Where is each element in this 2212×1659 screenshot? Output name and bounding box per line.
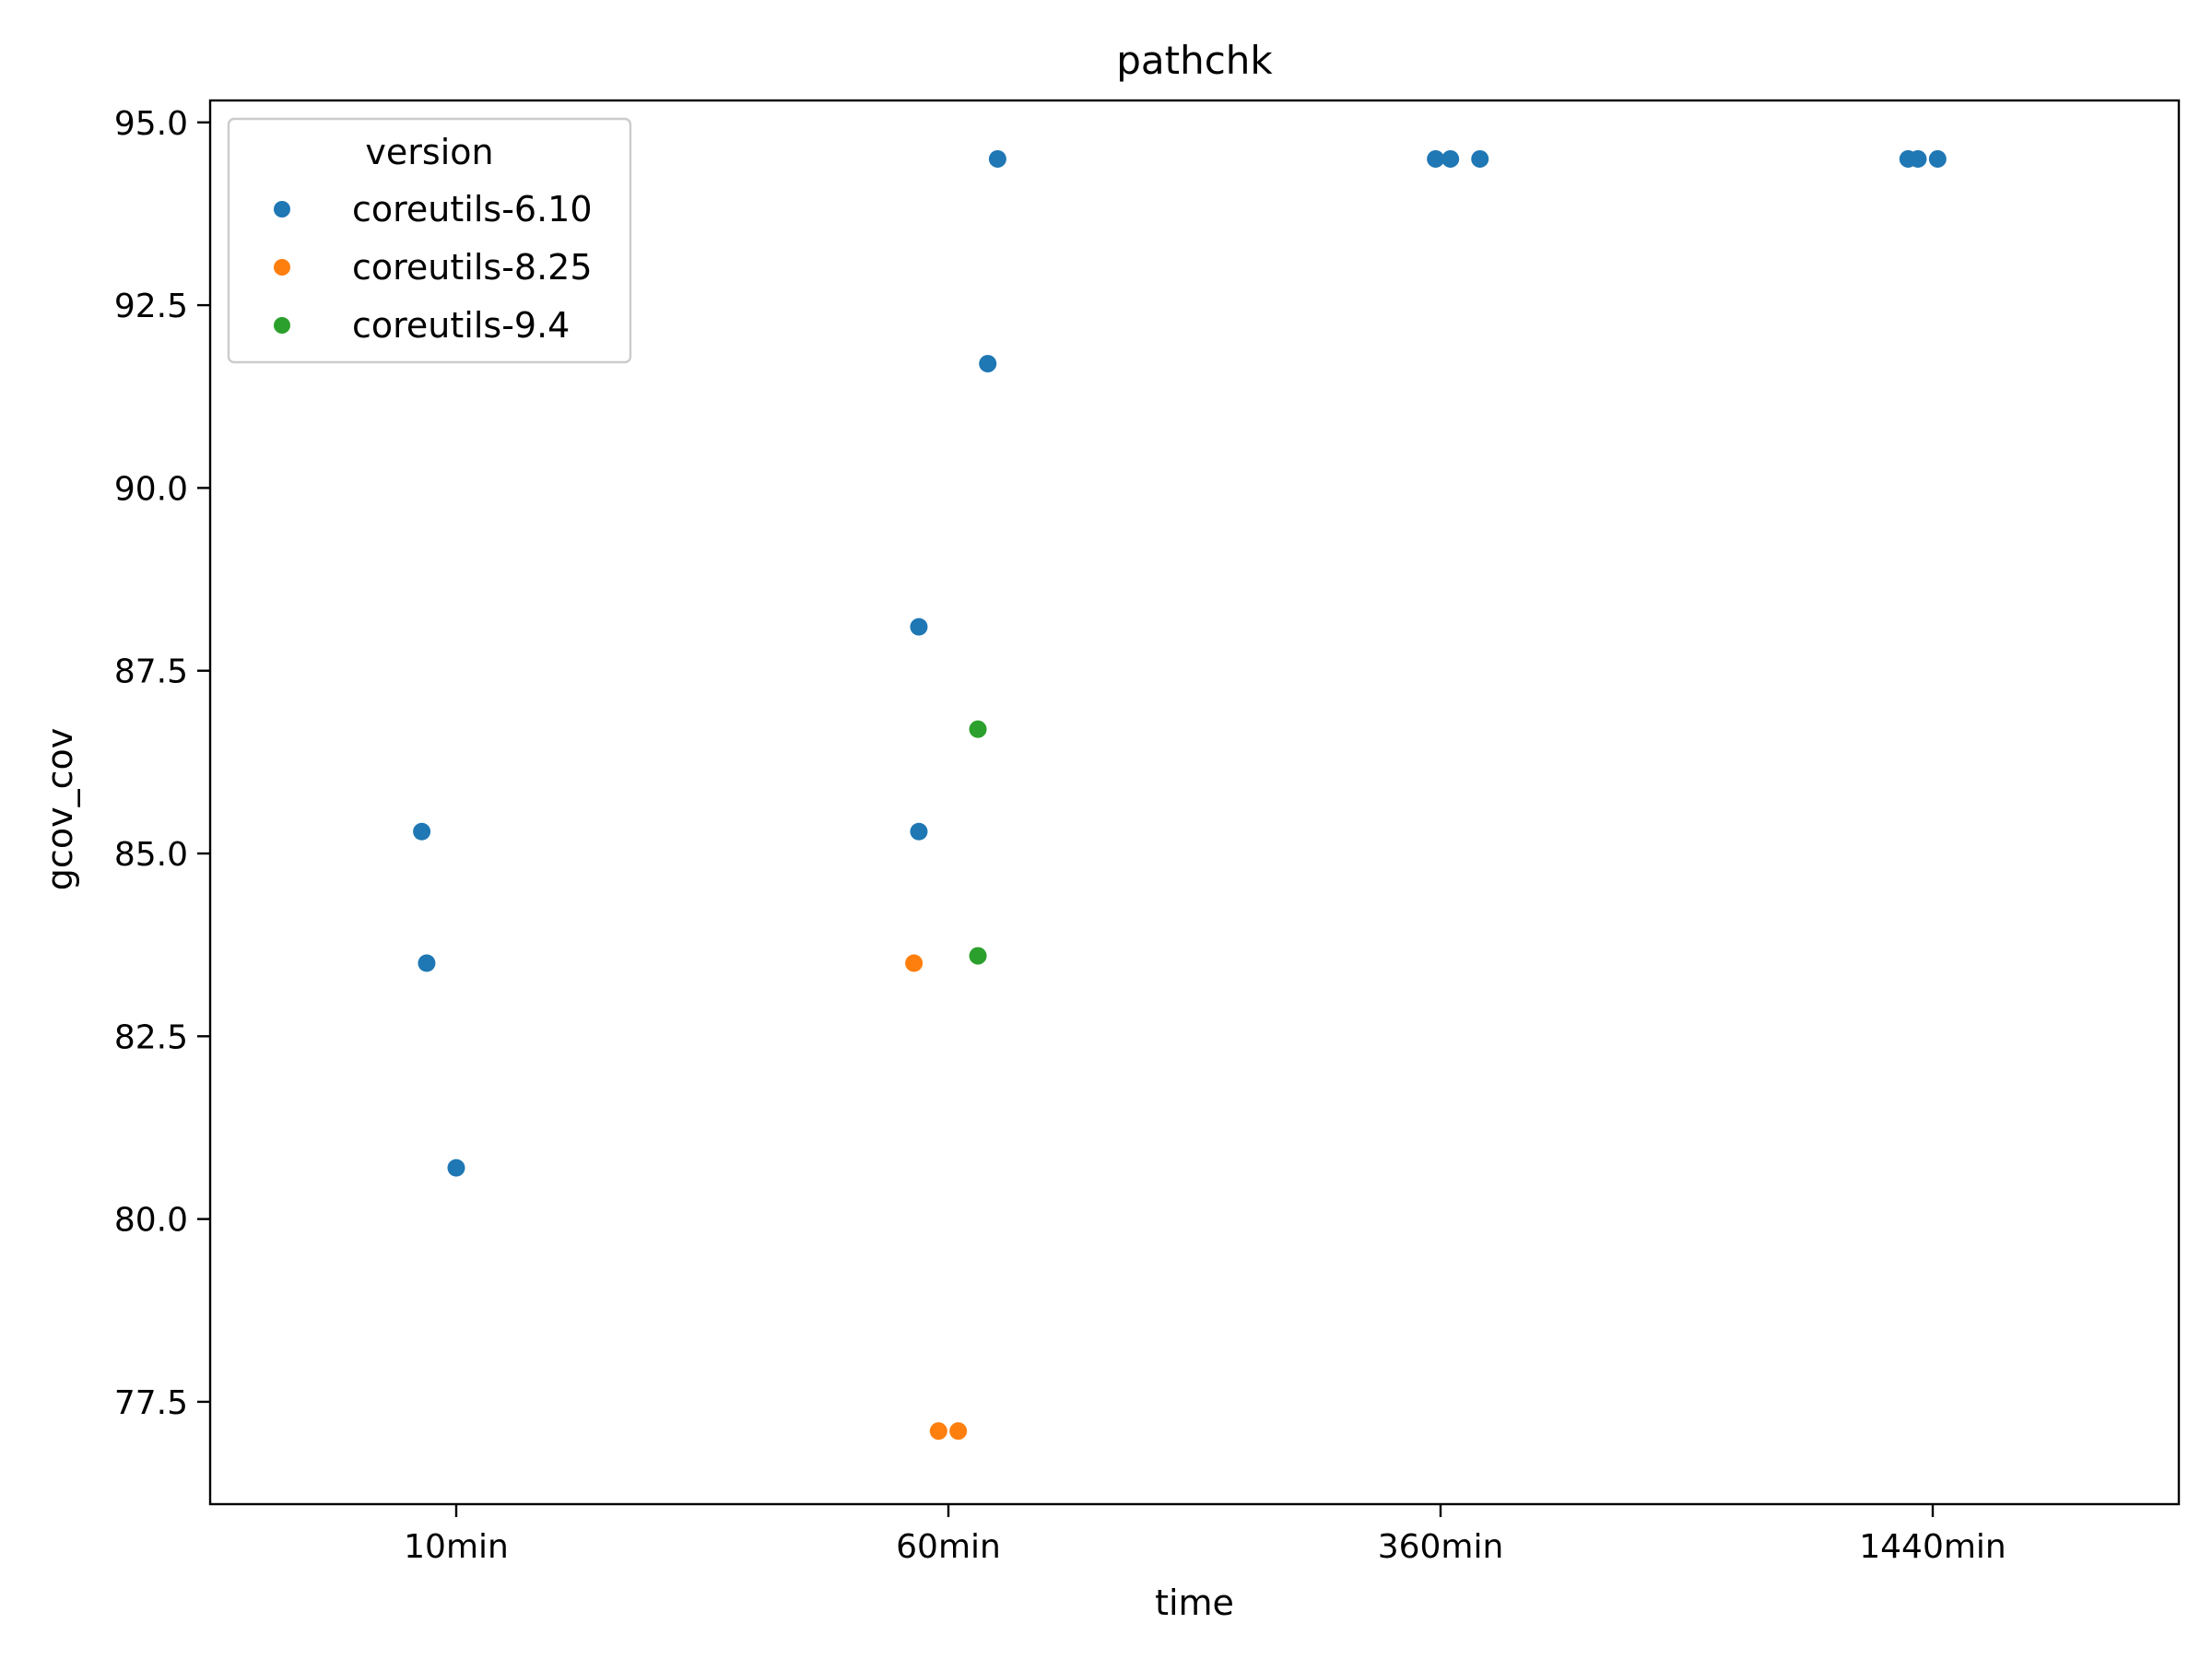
data-point-coreutils-6-10 bbox=[910, 618, 928, 636]
x-tick-label: 60min bbox=[896, 1528, 1001, 1566]
legend-label-coreutils-8-25: coreutils-8.25 bbox=[352, 247, 593, 288]
legend-title: version bbox=[365, 132, 493, 172]
legend-entry-1: coreutils-6.10 bbox=[274, 189, 593, 229]
y-tick-label: 80.0 bbox=[114, 1202, 188, 1240]
y-axis-label: gcov_cov bbox=[40, 728, 80, 890]
chart-title: pathchk bbox=[1116, 38, 1273, 83]
legend-entry-3: coreutils-9.4 bbox=[274, 305, 570, 346]
x-tick-label: 360min bbox=[1378, 1528, 1504, 1566]
data-point-coreutils-6-10 bbox=[1471, 149, 1489, 168]
x-tick-label: 1440min bbox=[1859, 1528, 2006, 1566]
plot-frame bbox=[208, 99, 2181, 1506]
y-tick-label: 85.0 bbox=[114, 836, 188, 874]
x-tick-label: 10min bbox=[404, 1528, 509, 1566]
y-tick-label: 87.5 bbox=[114, 653, 188, 691]
legend-label-coreutils-9-4: coreutils-9.4 bbox=[352, 305, 570, 346]
data-point-coreutils-6-10 bbox=[418, 954, 436, 972]
y-tick-label: 95.0 bbox=[114, 105, 188, 143]
legend-marker-coreutils-6-10 bbox=[274, 201, 290, 218]
x-axis-ticks: 10min 60min 360min 1440min bbox=[404, 1504, 2006, 1566]
data-point-coreutils-9-4 bbox=[969, 720, 987, 738]
data-point-coreutils-6-10 bbox=[979, 355, 997, 373]
data-points bbox=[413, 149, 1947, 1441]
x-axis-label: time bbox=[1155, 1583, 1234, 1623]
data-point-coreutils-8-25 bbox=[905, 954, 924, 972]
data-point-coreutils-6-10 bbox=[910, 822, 928, 841]
data-point-coreutils-6-10 bbox=[1441, 149, 1460, 168]
data-point-coreutils-6-10 bbox=[447, 1159, 465, 1177]
legend-box bbox=[227, 117, 632, 364]
legend-label-coreutils-6-10: coreutils-6.10 bbox=[352, 189, 593, 229]
y-tick-label: 90.0 bbox=[114, 470, 188, 508]
data-point-coreutils-8-25 bbox=[929, 1422, 947, 1441]
legend-marker-coreutils-9-4 bbox=[274, 317, 290, 334]
data-point-coreutils-6-10 bbox=[1928, 149, 1947, 168]
y-axis-ticks: 77.5 80.0 82.5 85.0 87.5 90.0 92.5 95.0 bbox=[114, 105, 210, 1422]
legend: version coreutils-6.10 coreutils-8.25 co… bbox=[227, 117, 632, 364]
data-point-coreutils-9-4 bbox=[969, 947, 987, 965]
legend-entry-2: coreutils-8.25 bbox=[274, 247, 593, 288]
y-tick-label: 82.5 bbox=[114, 1018, 188, 1056]
data-point-coreutils-8-25 bbox=[949, 1422, 968, 1441]
data-point-coreutils-6-10 bbox=[1909, 149, 1927, 168]
data-point-coreutils-6-10 bbox=[1427, 149, 1445, 168]
y-tick-label: 92.5 bbox=[114, 288, 188, 325]
y-tick-label: 77.5 bbox=[114, 1384, 188, 1422]
legend-marker-coreutils-8-25 bbox=[274, 259, 290, 276]
data-point-coreutils-6-10 bbox=[988, 149, 1006, 168]
data-point-coreutils-6-10 bbox=[413, 822, 431, 841]
